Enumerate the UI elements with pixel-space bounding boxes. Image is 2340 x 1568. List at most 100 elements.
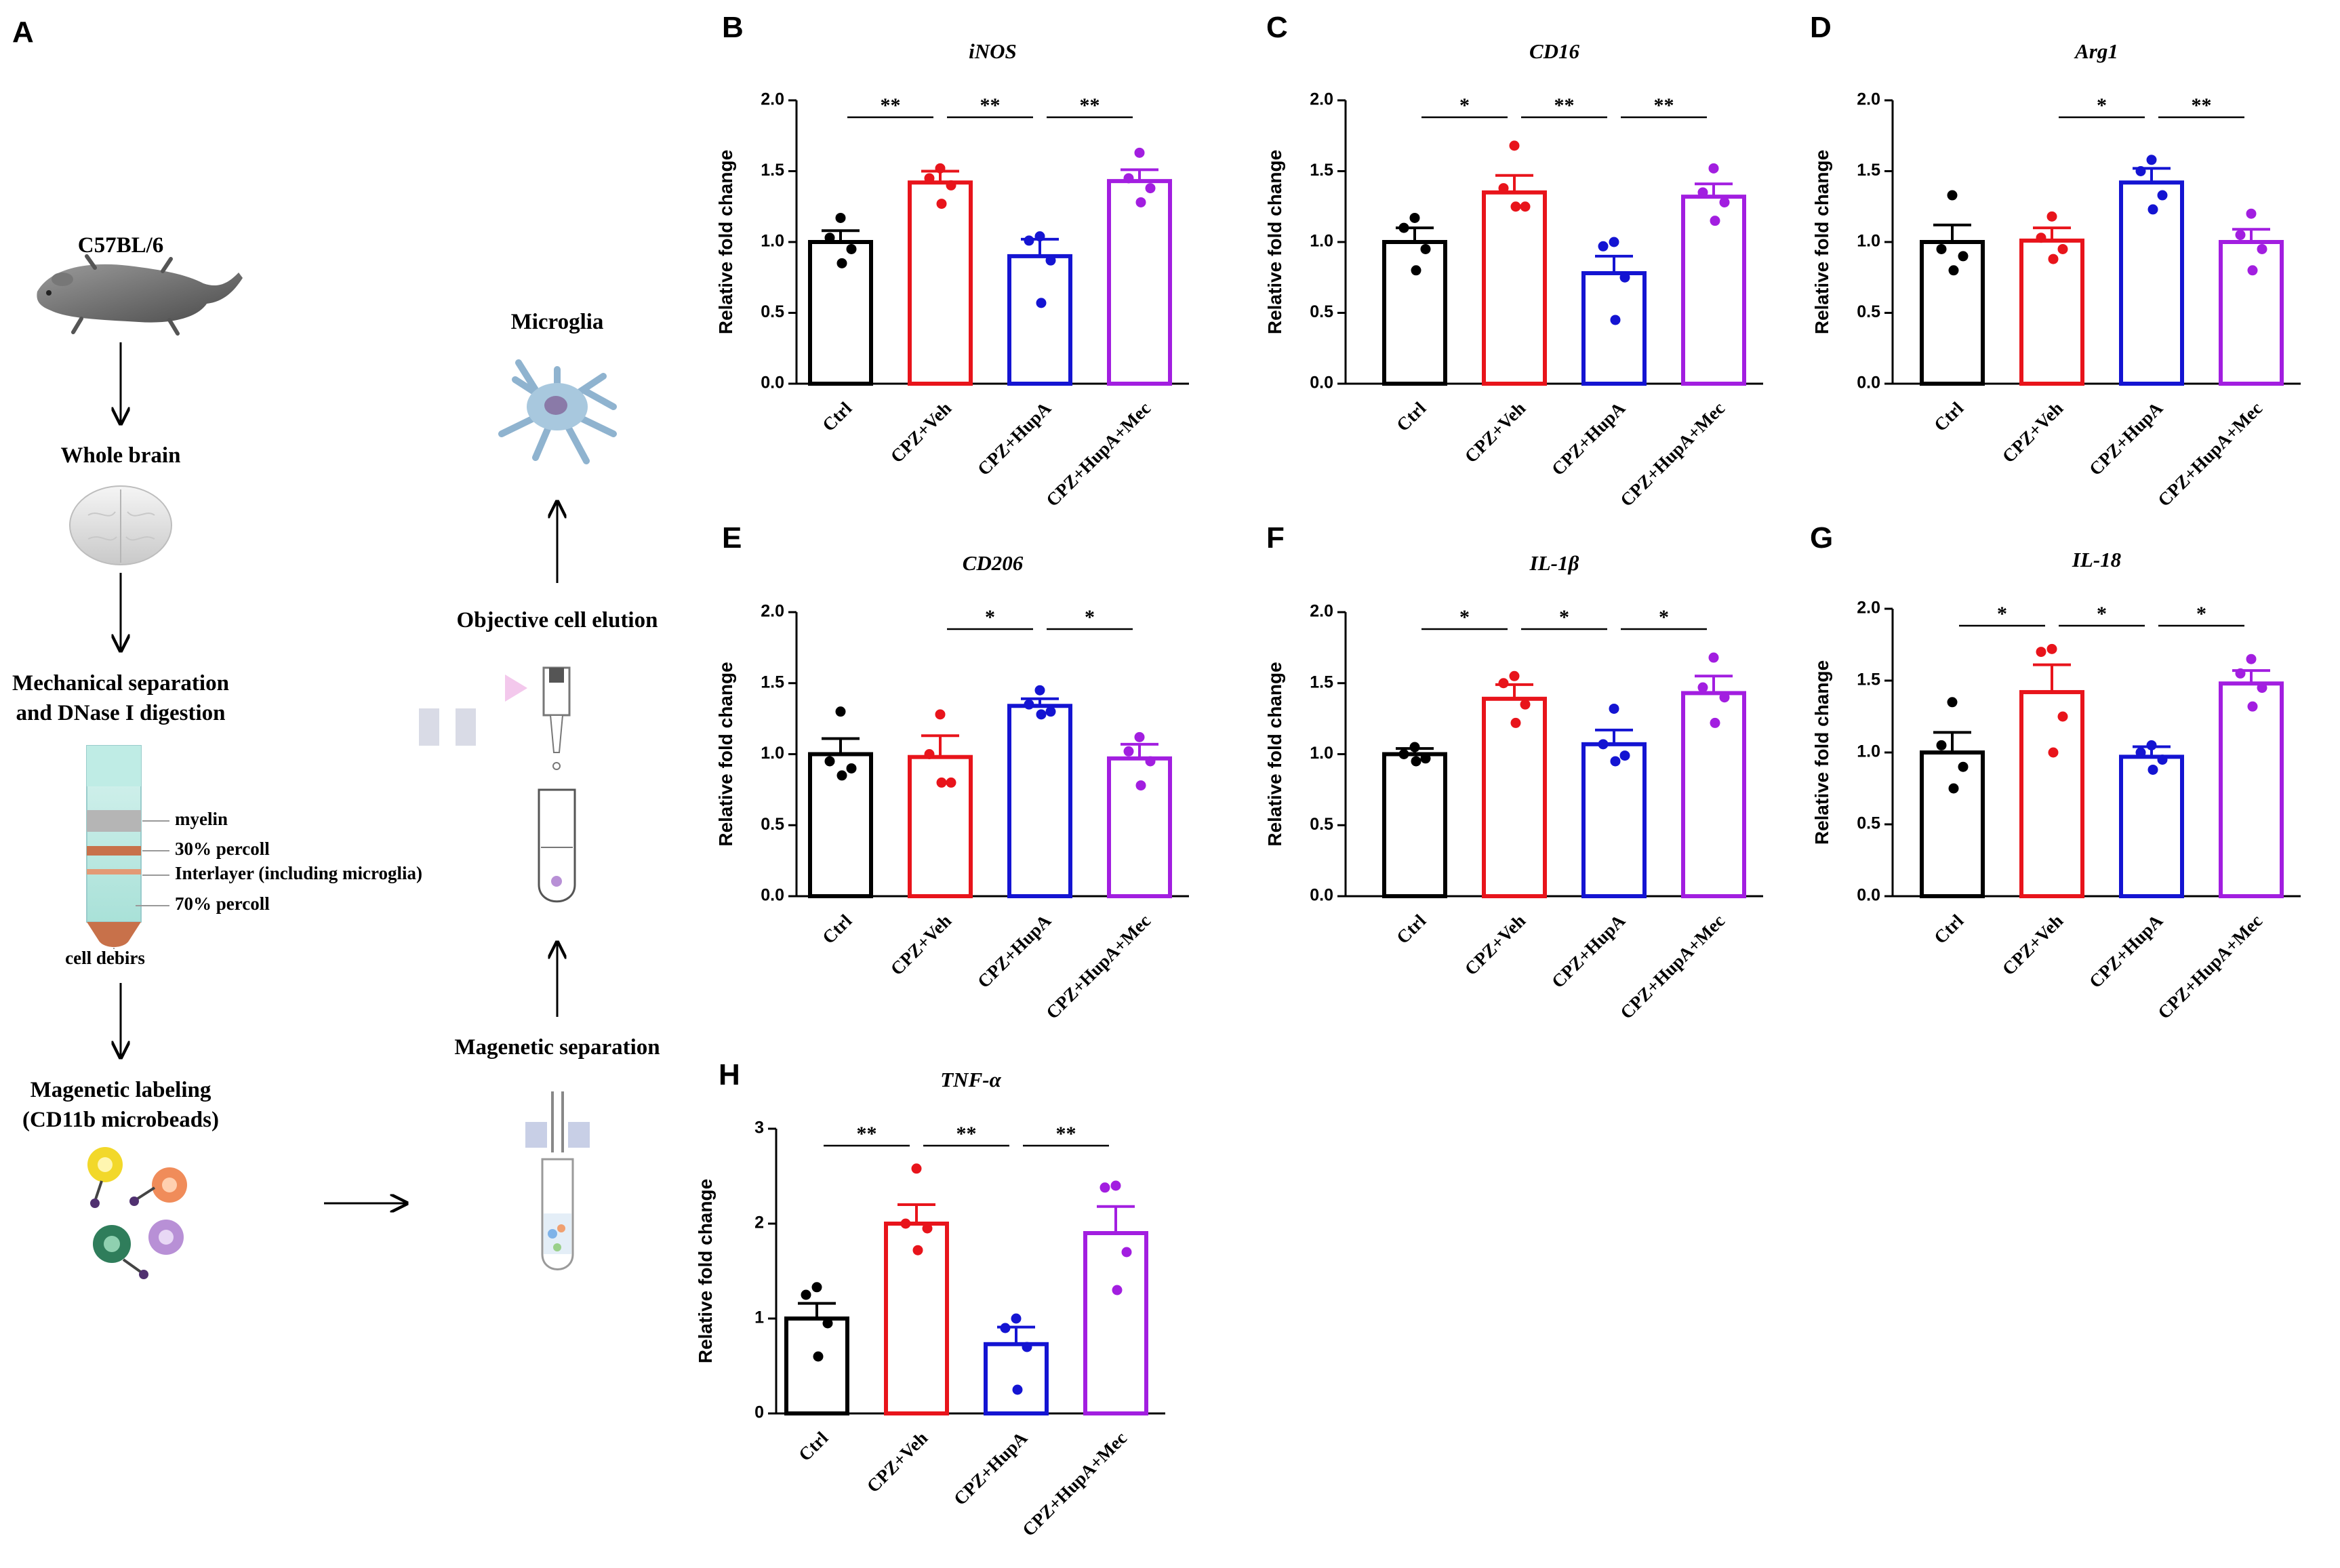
y-tick-label: 0.5	[1857, 302, 1880, 321]
data-point	[1420, 243, 1431, 254]
data-point	[836, 770, 847, 781]
y-tick-label: 2.0	[1857, 90, 1880, 109]
bar	[1107, 756, 1172, 899]
y-tick-label: 1.0	[1310, 744, 1333, 763]
data-point	[1498, 183, 1509, 194]
significance-label: *	[1459, 94, 1470, 117]
tube-label-debris: cell debirs	[65, 948, 145, 968]
data-point	[1012, 1384, 1023, 1395]
bar	[1581, 270, 1647, 386]
bar	[1382, 752, 1447, 898]
x-tick-label: CPZ+HupA	[950, 1428, 1032, 1510]
y-tick-label: 0	[754, 1403, 764, 1422]
y-axis-label: Relative fold change	[1264, 662, 1285, 846]
data-point	[835, 706, 846, 717]
panel-letter-a: A	[12, 16, 34, 49]
y-tick-label: 1.5	[761, 672, 784, 691]
panel-letter-f: F	[1266, 521, 1285, 555]
data-point	[936, 199, 947, 209]
data-point	[1619, 272, 1630, 283]
data-point	[2135, 166, 2146, 176]
data-point	[2146, 155, 2157, 165]
data-point	[1697, 187, 1708, 198]
data-point	[2036, 233, 2046, 243]
panel-letter-e: E	[722, 521, 742, 555]
data-point	[836, 258, 847, 268]
data-point	[2048, 747, 2059, 758]
y-tick-label: 2.0	[761, 90, 784, 109]
data-point	[2247, 701, 2258, 712]
bar	[2219, 240, 2284, 386]
data-point	[1123, 746, 1134, 757]
data-point	[1947, 697, 1958, 708]
data-point	[2046, 211, 2057, 222]
x-tick-label: CPZ+HupA+Mec	[2154, 910, 2266, 1023]
y-tick-label: 1.5	[1310, 672, 1333, 691]
tube-label-percoll70: 70% percoll	[175, 893, 270, 914]
y-tick-label: 1.5	[1857, 161, 1880, 180]
data-point	[2246, 654, 2257, 664]
y-axis-label: Relative fold change	[695, 1179, 716, 1363]
data-point	[1135, 780, 1146, 791]
mag-labeling-line2: (CD11b microbeads)	[22, 1108, 219, 1132]
y-tick-label: 1.5	[761, 161, 784, 180]
data-point	[846, 243, 857, 254]
chart-panel-d: D Arg1 Relative fold change 0.0 0.5 1.0 1.5 2.0…	[1810, 11, 2301, 510]
significance-label: *	[2097, 94, 2107, 117]
bar	[1920, 240, 1985, 386]
brain-icon	[69, 485, 172, 565]
tube-label-interlayer: Interlayer (including microglia)	[175, 863, 422, 883]
data-point	[1498, 678, 1509, 689]
data-point	[1411, 756, 1421, 767]
data-point	[1719, 197, 1730, 207]
chart-panel-h: H TNF-α Relative fold change 0 1 2 3 Ctrl CPZ+Ve…	[695, 1058, 1165, 1540]
y-axis-label: Relative fold change	[715, 662, 736, 846]
y-tick-label: 2.0	[1857, 599, 1880, 618]
bar	[1007, 254, 1072, 386]
data-point	[1598, 241, 1609, 252]
data-point	[1510, 201, 1521, 212]
data-point	[1045, 255, 1056, 266]
significance-label: **	[980, 94, 1001, 117]
data-point	[1024, 235, 1034, 246]
y-tick-label: 1.0	[1857, 232, 1880, 251]
data-point	[922, 1223, 933, 1234]
data-point	[2246, 208, 2257, 219]
data-point	[811, 1282, 822, 1293]
bar	[984, 1342, 1049, 1416]
data-point	[822, 1318, 833, 1329]
x-tick-label: CPZ+HupA+Mec	[1018, 1428, 1131, 1540]
x-tick-label: CPZ+Veh	[887, 398, 955, 466]
significance-label: **	[1654, 94, 1674, 117]
significance-label: *	[1085, 606, 1095, 628]
x-tick-label: CPZ+HupA+Mec	[1616, 398, 1729, 510]
y-tick-label: 0.5	[761, 815, 784, 834]
y-tick-label: 0.0	[1310, 886, 1333, 905]
mouse-icon	[37, 254, 243, 336]
data-point	[1036, 709, 1047, 720]
data-point	[813, 1351, 824, 1362]
y-tick-label: 0.5	[1310, 815, 1333, 834]
data-point	[2157, 190, 2168, 201]
bar	[784, 1316, 849, 1415]
significance-label: *	[1997, 603, 2007, 625]
x-tick-label: CPZ+Veh	[1461, 398, 1529, 466]
data-point	[1135, 197, 1146, 207]
x-tick-label: CPZ+HupA	[2085, 398, 2167, 480]
data-point	[1697, 682, 1708, 693]
bar	[1482, 190, 1547, 386]
y-tick-label: 0.0	[761, 886, 784, 905]
significance-label: *	[1659, 606, 1669, 628]
data-point	[2257, 683, 2267, 693]
data-point	[946, 777, 956, 788]
data-point	[2257, 243, 2267, 254]
data-point	[912, 1245, 923, 1255]
data-point	[1145, 756, 1156, 767]
data-point	[846, 763, 857, 773]
microglia-cell-icon	[498, 359, 617, 464]
bar	[1107, 179, 1172, 386]
bar	[1482, 696, 1547, 899]
y-axis-label: Relative fold change	[1811, 660, 1832, 845]
